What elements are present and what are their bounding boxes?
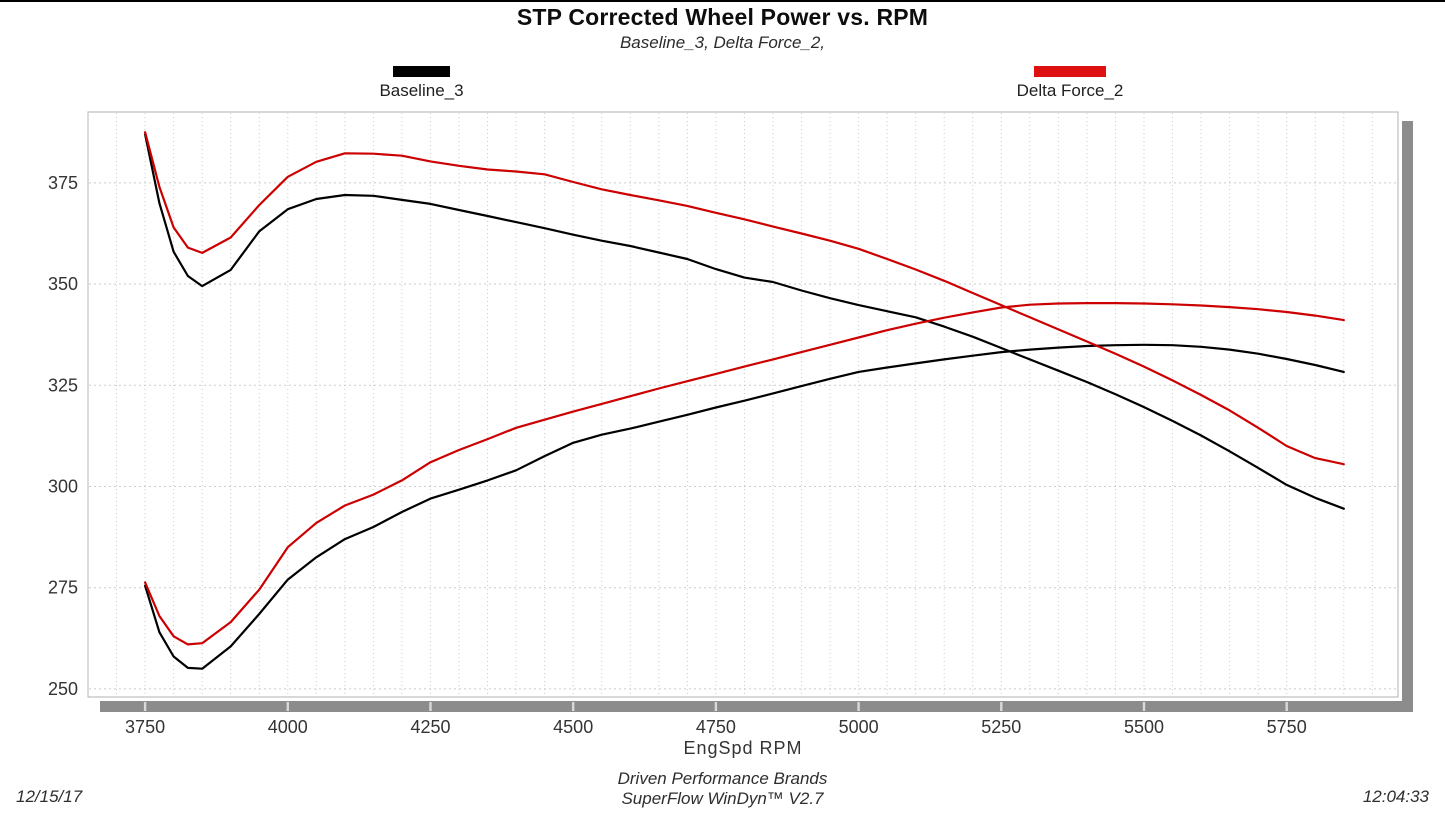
- plot-shadow-right: [1402, 121, 1413, 712]
- curve-baseline-3: [144, 343, 1345, 670]
- x-tick-label: 5250: [981, 717, 1021, 737]
- footer-brand-text: Driven Performance Brands: [617, 769, 828, 788]
- chart-title: STP Corrected Wheel Power vs. RPM: [516, 4, 929, 30]
- x-tick-label: 5750: [1267, 717, 1307, 737]
- legend-delta-force-label: Delta Force_2: [1016, 81, 1124, 100]
- y-tick-label: 250: [48, 679, 78, 699]
- chart-subtitle: Baseline_3, Delta Force_2,: [619, 33, 826, 52]
- x-tick-label: 3750: [125, 717, 165, 737]
- x-tick-notch: [571, 702, 575, 711]
- y-tick-label: 375: [48, 173, 78, 193]
- plot-shadow-bottom: [100, 701, 1413, 712]
- x-tick-label: 5500: [1124, 717, 1164, 737]
- y-tick-label: 325: [48, 375, 78, 395]
- y-tick-label: 350: [48, 274, 78, 294]
- curve-delta-force-2: [144, 302, 1345, 646]
- x-tick-notch: [286, 702, 289, 711]
- y-tick-label: 275: [48, 578, 78, 598]
- legend-delta-force: Delta Force_2: [990, 66, 1150, 101]
- footer-software-version: SuperFlow WinDyn™ V2.7: [621, 789, 824, 808]
- legend-baseline: Baseline_3: [344, 66, 499, 101]
- curve-baseline-3: [144, 133, 1345, 510]
- x-tick-label: 4250: [410, 717, 450, 737]
- plot-frame: [87, 111, 1399, 698]
- legend-baseline-label: Baseline_3: [379, 81, 464, 100]
- top-divider-line: [0, 0, 1445, 2]
- baseline-color-swatch: [393, 66, 450, 77]
- x-tick-label: 4750: [696, 717, 736, 737]
- x-tick-label: 5000: [839, 717, 879, 737]
- x-tick-notch: [1285, 702, 1288, 711]
- footer-time: 12:04:33: [1362, 787, 1429, 806]
- y-tick-label: 300: [48, 476, 78, 496]
- x-tick-notch: [857, 702, 860, 711]
- x-tick-notch: [1000, 702, 1003, 711]
- curve-delta-force-2: [144, 131, 1345, 466]
- x-tick-label: 4500: [553, 717, 593, 737]
- x-axis-title: EngSpd RPM: [683, 738, 803, 758]
- x-tick-notch: [714, 702, 718, 711]
- x-tick-notch: [143, 702, 147, 711]
- x-tick-notch: [429, 702, 432, 711]
- delta-force-color-swatch: [1034, 66, 1106, 77]
- x-tick-notch: [1142, 702, 1146, 711]
- footer-date: 12/15/17: [16, 787, 83, 806]
- x-tick-label: 4000: [268, 717, 308, 737]
